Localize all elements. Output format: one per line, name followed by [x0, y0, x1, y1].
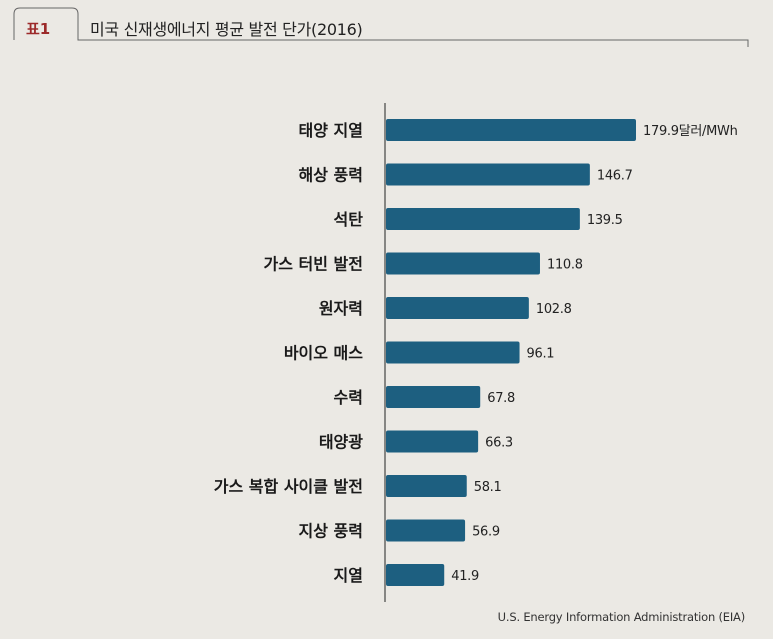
- bar: [386, 297, 529, 319]
- category-label: 가스 복합 사이클 발전: [214, 477, 363, 496]
- category-label: 가스 터빈 발전: [264, 255, 363, 274]
- value-label: 67.8: [487, 391, 515, 406]
- value-label: 110.8: [547, 258, 583, 273]
- bar: [386, 475, 467, 497]
- value-label: 179.9달러/MWh: [643, 124, 738, 139]
- category-label: 해상 풍력: [299, 166, 363, 185]
- value-label: 58.1: [474, 480, 502, 495]
- category-label: 수력: [334, 388, 363, 407]
- header-frame: [13, 7, 749, 47]
- table-number-badge: 표1: [26, 20, 51, 38]
- value-label: 41.9: [451, 569, 479, 584]
- category-label: 석탄: [334, 210, 364, 229]
- value-label: 96.1: [527, 347, 555, 362]
- value-label: 139.5: [587, 213, 623, 228]
- bar: [386, 564, 445, 586]
- source-note: U.S. Energy Information Administration (…: [497, 610, 746, 624]
- bar: [386, 163, 590, 186]
- category-label: 바이오 매스: [284, 344, 363, 363]
- bar: [386, 208, 580, 230]
- category-label: 태양 지열: [299, 121, 363, 140]
- bar: [386, 430, 479, 453]
- chart-header: 표1 미국 신재생에너지 평균 발전 단가(2016): [0, 0, 773, 50]
- value-label: 102.8: [536, 302, 572, 317]
- bar: [386, 119, 636, 141]
- chart-title: 미국 신재생에너지 평균 발전 단가(2016): [90, 20, 363, 39]
- bar: [386, 386, 481, 408]
- value-label: 66.3: [485, 436, 513, 451]
- bar: [386, 519, 466, 542]
- category-label: 지열: [334, 566, 363, 585]
- category-label: 태양광: [319, 433, 363, 452]
- bar: [386, 341, 520, 364]
- value-label: 56.9: [472, 525, 500, 540]
- value-label: 146.7: [597, 169, 633, 184]
- bar: [386, 252, 540, 275]
- category-label: 지상 풍력: [299, 522, 363, 541]
- category-label: 원자력: [319, 299, 363, 318]
